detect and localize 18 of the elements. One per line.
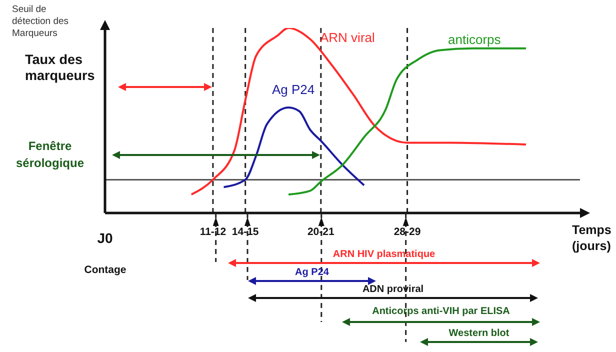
text: ARN HIV plasmatique bbox=[332, 249, 436, 260]
text: Fenêtre sérologique bbox=[14, 138, 85, 172]
x-tick-label: J0 bbox=[97, 230, 113, 246]
text: Contage bbox=[83, 264, 128, 276]
y-axis-title: Taux des marqueurs bbox=[25, 52, 96, 84]
x-axis-title: Temps (jours) bbox=[572, 222, 612, 254]
series-label: anticorps bbox=[448, 32, 501, 47]
series-label: Ag P24 bbox=[272, 82, 315, 97]
x-tick-label: 28-29 bbox=[394, 226, 421, 238]
x-tick-label: 20-21 bbox=[307, 226, 334, 238]
text: Western blot bbox=[448, 328, 510, 339]
text: Ag P24 bbox=[294, 267, 330, 278]
text: ADN proviral bbox=[361, 284, 425, 295]
text: Anticorps anti-VIH par ELISA bbox=[371, 306, 511, 317]
x-tick-label: 14-15 bbox=[232, 226, 259, 238]
series-label: ARN viral bbox=[320, 30, 375, 45]
ref-line-label: Seuil de détection des Marqueurs bbox=[12, 4, 70, 40]
x-tick-label: 11-12 bbox=[200, 226, 226, 238]
